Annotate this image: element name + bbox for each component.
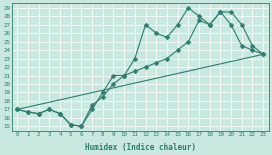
X-axis label: Humidex (Indice chaleur): Humidex (Indice chaleur) bbox=[85, 143, 196, 152]
